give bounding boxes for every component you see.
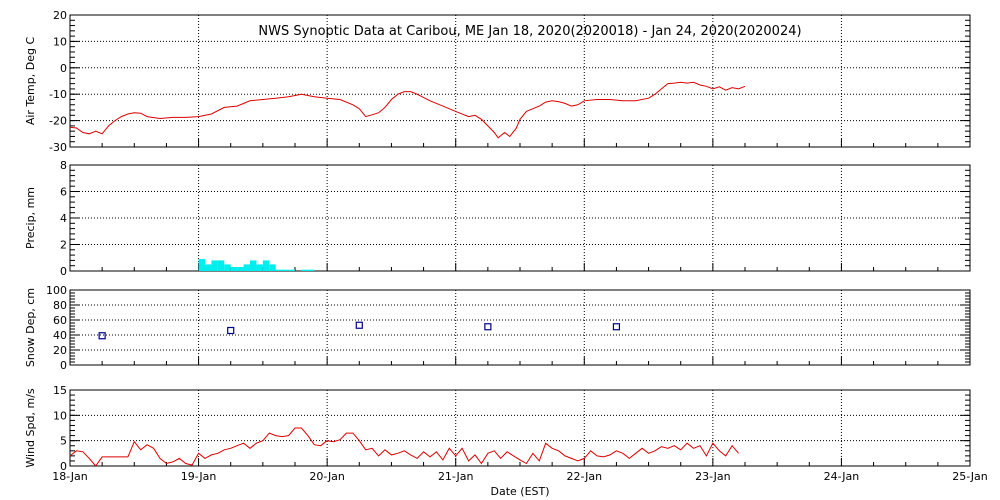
precip-bar (262, 260, 270, 271)
precip-bar (230, 267, 238, 271)
precip-bar (198, 259, 205, 271)
y-tick-label: 20 (53, 344, 67, 357)
precip-bar (282, 269, 289, 271)
snow-panel-frame (69, 289, 971, 366)
temp-y-axis-label: Air Temp, Deg C (24, 37, 37, 126)
wind-series-line (69, 427, 739, 467)
y-tick-label: 60 (53, 314, 67, 327)
x-tick-label: 21-Jan (438, 470, 474, 483)
y-tick-label: 20 (53, 9, 67, 22)
chart-title: NWS Synoptic Data at Caribou, ME Jan 18,… (258, 24, 801, 39)
x-tick-label: 22-Jan (567, 470, 603, 483)
x-tick-label: 19-Jan (181, 470, 217, 483)
y-tick-label: 10 (53, 409, 67, 422)
y-tick-label: 4 (60, 212, 67, 225)
y-tick-label: 40 (53, 329, 67, 342)
wind-y-axis-label: Wind Spd, m/s (24, 388, 37, 468)
y-tick-label: 10 (53, 35, 67, 48)
precip-bar (211, 260, 218, 271)
wind-panel-frame (69, 389, 971, 467)
y-tick-label: 15 (53, 384, 67, 397)
precip-bar (224, 264, 231, 271)
x-tick-label: 25-Jan (952, 470, 988, 483)
precip-bar (256, 264, 263, 271)
x-tick-label: 18-Jan (52, 470, 88, 483)
y-tick-label: 5 (60, 435, 67, 448)
precip-bar (301, 269, 308, 271)
y-tick-label: 100 (46, 284, 67, 297)
y-tick-label: -30 (49, 141, 67, 154)
precip-bar (307, 269, 315, 271)
x-axis-label: Date (EST) (490, 485, 549, 498)
precip-bar (275, 269, 283, 271)
precip-bar (269, 264, 276, 271)
precip-y-axis-label: Precip, mm (24, 187, 37, 249)
y-tick-label: -10 (49, 88, 67, 101)
precip-bar (237, 267, 244, 271)
precip-bar (250, 260, 257, 271)
y-tick-label: 0 (60, 62, 67, 75)
snow-depth-marker (484, 323, 492, 331)
x-tick-label: 23-Jan (695, 470, 731, 483)
x-tick-label: 24-Jan (824, 470, 860, 483)
precip-bar (205, 264, 212, 271)
precip-bar (243, 264, 250, 271)
snow-depth-marker (612, 323, 621, 331)
y-tick-label: 8 (60, 159, 67, 172)
snow-depth-marker (227, 326, 235, 335)
precip-bar (288, 269, 295, 271)
y-tick-label: 0 (60, 460, 67, 473)
x-tick-label: 20-Jan (309, 470, 345, 483)
y-tick-label: 80 (53, 299, 67, 312)
y-tick-label: 6 (60, 186, 67, 199)
precip-bar (217, 260, 225, 271)
snow-y-axis-label: Snow Dep, cm (24, 288, 37, 367)
y-tick-label: 2 (60, 239, 67, 252)
snow-depth-marker (355, 321, 363, 329)
snow-depth-marker (98, 332, 106, 340)
y-tick-label: -20 (49, 115, 67, 128)
y-tick-label: 0 (60, 265, 67, 278)
temp-series-line (69, 81, 746, 139)
y-tick-label: 0 (60, 359, 67, 372)
